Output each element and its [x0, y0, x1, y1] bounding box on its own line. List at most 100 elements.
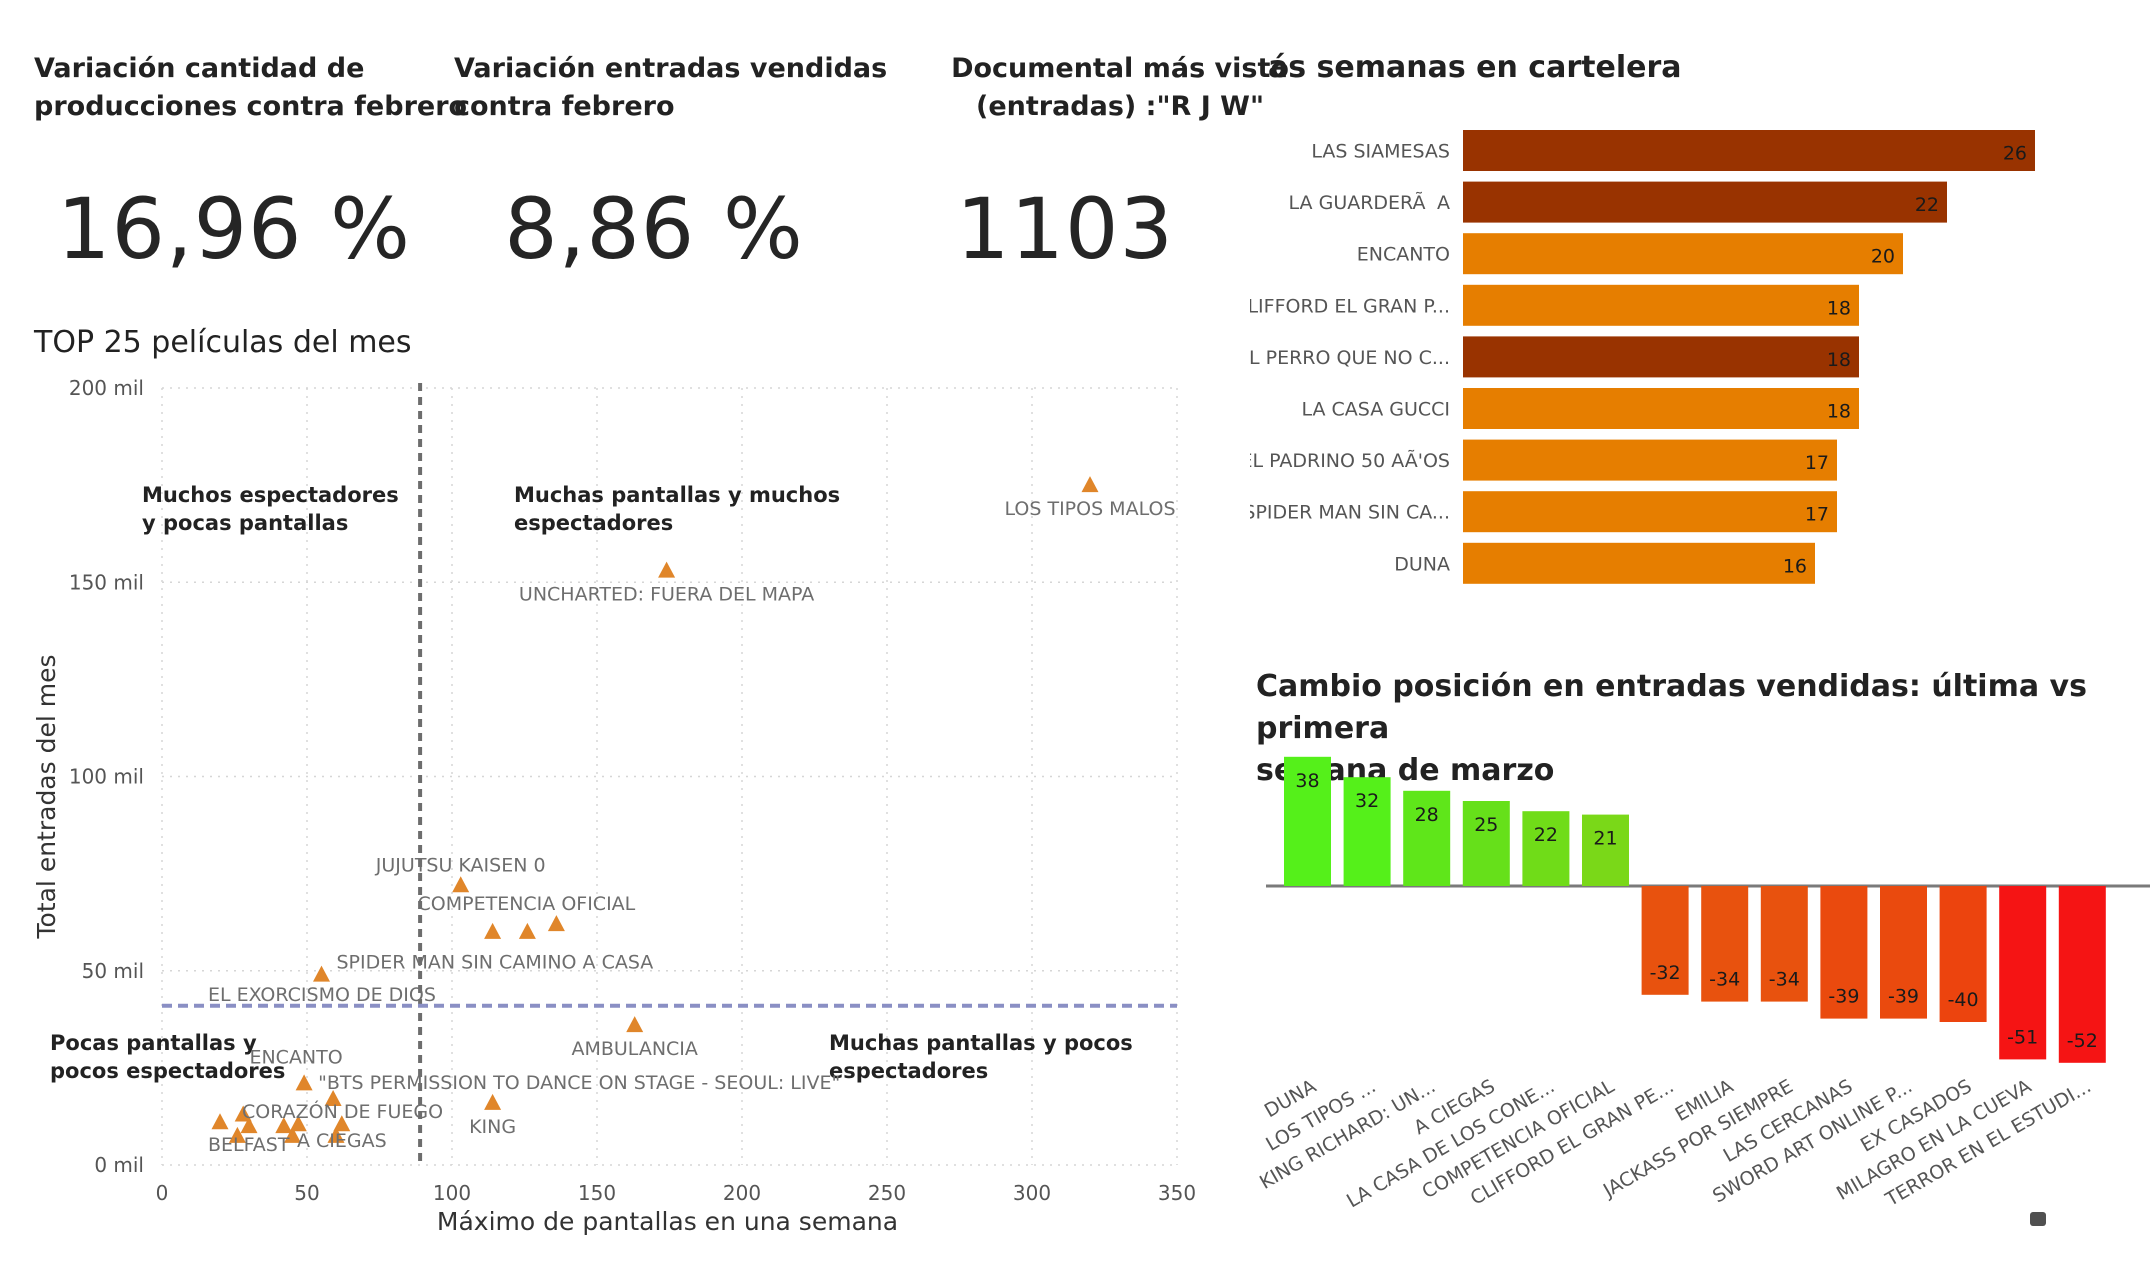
data-point — [211, 1113, 229, 1130]
more-options-icon[interactable] — [2030, 1212, 2046, 1226]
bar — [1582, 814, 1629, 886]
x-tick-label: 300 — [1013, 1181, 1051, 1205]
bar — [1463, 542, 1815, 584]
data-label: -40 — [1948, 989, 1979, 1011]
point-label: COMPETENCIA OFICIAL — [418, 893, 636, 915]
bar — [1522, 811, 1570, 886]
category-label: LA CASA GUCCI — [1301, 399, 1450, 421]
quadrant-label: Muchas pantallas y pocos — [829, 1031, 1133, 1055]
bar — [1760, 886, 1808, 1002]
data-point — [327, 1126, 345, 1143]
bar — [2058, 886, 2106, 1063]
y-tick-label: 50 mil — [82, 959, 144, 983]
data-point — [452, 876, 470, 893]
point-label: AMBULANCIA — [571, 1038, 697, 1060]
data-label: 32 — [1355, 790, 1379, 812]
bar — [1463, 491, 1837, 533]
x-tick-label: 350 — [1158, 1181, 1196, 1205]
data-label: 22 — [1915, 194, 1939, 216]
bar — [1701, 886, 1749, 1002]
x-axis-title: Máximo de pantallas en una semana — [437, 1207, 898, 1236]
bar — [1820, 886, 1868, 1019]
data-label: -34 — [1709, 969, 1740, 991]
point-label: SPIDER MAN SIN CAMINO A CASA — [337, 952, 654, 974]
y-tick-label: 100 mil — [69, 765, 144, 789]
data-label: -34 — [1769, 969, 1800, 991]
data-label: 18 — [1827, 401, 1851, 423]
bar — [1403, 790, 1451, 886]
data-label: -32 — [1650, 962, 1681, 984]
data-label: 17 — [1805, 452, 1829, 474]
scatter-chart: 0 50 100 150 200 250 300 350 0 mil 50 mil 100 mil 1… — [32, 376, 1196, 1236]
y-tick-label: 0 mil — [94, 1153, 144, 1177]
y-tick-label: 150 mil — [69, 570, 144, 594]
point-label: CORAZÓN DE FUEGO — [242, 1099, 443, 1123]
bar — [1462, 801, 1510, 886]
card-title-line: producciones contra febrero — [34, 91, 468, 122]
card-value: 16,96 % — [57, 180, 411, 278]
bar — [1463, 181, 1947, 223]
point-label: A CIEGAS — [297, 1130, 387, 1152]
data-label: 17 — [1805, 504, 1829, 526]
data-label: 18 — [1827, 349, 1851, 371]
weeks-title: ás semanas en cartelera — [1268, 50, 1682, 85]
category-label: ENCANTO — [1357, 244, 1450, 266]
data-label: -52 — [2067, 1030, 2098, 1052]
data-label: 21 — [1593, 828, 1617, 850]
bar — [1284, 756, 1331, 886]
category-label: EL PERRO QUE NO C... — [1250, 347, 1450, 369]
y-axis-title: Total entradas del mes — [32, 654, 61, 939]
data-point — [275, 1117, 293, 1134]
data-label: 26 — [2003, 143, 2027, 165]
point-label: KING — [469, 1116, 516, 1138]
category-label: LA GUARDERÃA — [1289, 191, 1450, 214]
data-point — [284, 1126, 301, 1143]
card-title-line: Documental más visto — [951, 53, 1289, 84]
quadrant-label: Pocas pantallas y — [50, 1031, 257, 1055]
data-label: 16 — [1783, 555, 1807, 577]
bar — [1463, 439, 1837, 481]
quadrant-label: Muchos espectadores — [142, 483, 399, 507]
data-point — [234, 1105, 252, 1122]
card-value: 8,86 % — [504, 180, 804, 278]
data-label: 22 — [1534, 824, 1558, 846]
card-title: Variación entradas vendidas contra febre… — [454, 50, 887, 126]
data-point — [240, 1117, 258, 1134]
card-title: Variación cantidad de producciones contr… — [34, 50, 467, 126]
data-label: 20 — [1871, 246, 1895, 268]
category-label: DUNA — [1394, 553, 1450, 575]
data-point — [626, 1016, 644, 1033]
data-label: -39 — [1828, 986, 1859, 1008]
bar — [1463, 130, 2035, 171]
data-point — [313, 965, 330, 982]
scatter-title: TOP 25 películas del mes — [34, 325, 412, 360]
quadrant-label: espectadores — [829, 1059, 988, 1083]
data-point — [324, 1089, 342, 1106]
bar — [1463, 336, 1859, 378]
data-point — [484, 1093, 502, 1110]
data-point — [484, 922, 502, 939]
card-title-line: Variación cantidad de — [34, 53, 365, 84]
data-point — [289, 1115, 307, 1132]
point-label: LOS TIPOS MALOS — [1005, 498, 1176, 520]
data-label: 25 — [1474, 814, 1498, 836]
point-label: JUJUTSU KAISEN 0 — [375, 854, 546, 876]
point-label: "BTS PERMISSION TO DANCE ON STAGE - SEOU… — [318, 1072, 840, 1094]
x-tick-label: 50 — [294, 1181, 319, 1205]
data-label: 18 — [1827, 297, 1851, 319]
data-point — [518, 922, 536, 939]
point-label: BELFAST — [208, 1134, 290, 1156]
data-point — [547, 915, 565, 932]
bar — [1343, 777, 1391, 886]
quadrant-label: pocos espectadores — [50, 1059, 285, 1083]
category-label: LAS SIAMESAS — [1311, 141, 1450, 163]
bar — [1463, 233, 1903, 275]
card-title-line: Variación entradas vendidas — [454, 53, 888, 84]
bar — [1999, 886, 2047, 1060]
data-label: 38 — [1295, 770, 1319, 792]
point-label: UNCHARTED: FUERA DEL MAPA — [519, 584, 814, 606]
point-label: ENCANTO — [249, 1046, 342, 1068]
change-title-line: Cambio posición en entradas vendidas: úl… — [1256, 669, 2087, 746]
bar — [1463, 284, 1859, 326]
